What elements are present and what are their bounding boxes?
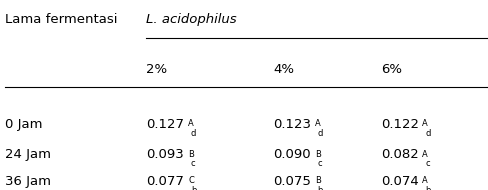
Text: 0.077: 0.077 <box>146 175 184 188</box>
Text: Lama fermentasi: Lama fermentasi <box>5 13 118 26</box>
Text: B: B <box>188 150 194 159</box>
Text: b: b <box>318 186 323 190</box>
Text: A: A <box>188 119 194 128</box>
Text: A: A <box>422 176 428 185</box>
Text: 0.122: 0.122 <box>381 118 419 131</box>
Text: 0.075: 0.075 <box>273 175 311 188</box>
Text: 24 Jam: 24 Jam <box>5 148 51 161</box>
Text: 0.074: 0.074 <box>381 175 418 188</box>
Text: 0.093: 0.093 <box>146 148 184 161</box>
Text: A: A <box>422 119 428 128</box>
Text: 36 Jam: 36 Jam <box>5 175 51 188</box>
Text: L. acidophilus: L. acidophilus <box>146 13 237 26</box>
Text: A: A <box>422 150 428 159</box>
Text: d: d <box>425 129 430 138</box>
Text: b: b <box>191 186 196 190</box>
Text: B: B <box>315 150 321 159</box>
Text: d: d <box>318 129 323 138</box>
Text: 0.090: 0.090 <box>273 148 311 161</box>
Text: 4%: 4% <box>273 63 294 76</box>
Text: A: A <box>315 119 321 128</box>
Text: b: b <box>425 186 430 190</box>
Text: 2%: 2% <box>146 63 167 76</box>
Text: c: c <box>425 159 430 168</box>
Text: c: c <box>318 159 323 168</box>
Text: 0.082: 0.082 <box>381 148 418 161</box>
Text: c: c <box>191 159 196 168</box>
Text: 0.123: 0.123 <box>273 118 311 131</box>
Text: 0 Jam: 0 Jam <box>5 118 42 131</box>
Text: d: d <box>191 129 196 138</box>
Text: 6%: 6% <box>381 63 402 76</box>
Text: 0.127: 0.127 <box>146 118 184 131</box>
Text: C: C <box>188 176 194 185</box>
Text: B: B <box>315 176 321 185</box>
